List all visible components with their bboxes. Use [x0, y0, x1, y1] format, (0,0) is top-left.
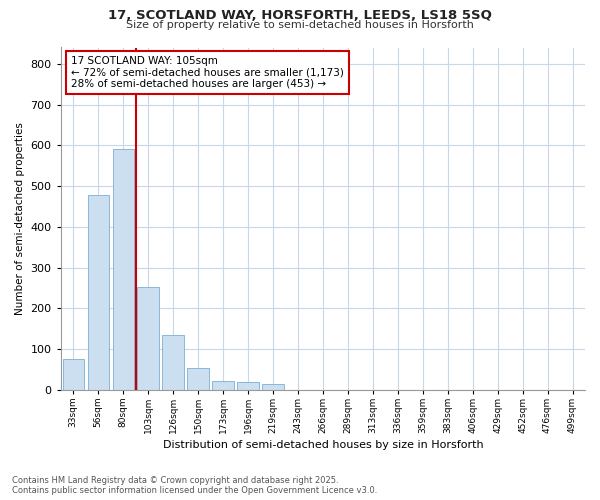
Text: 17 SCOTLAND WAY: 105sqm
← 72% of semi-detached houses are smaller (1,173)
28% of: 17 SCOTLAND WAY: 105sqm ← 72% of semi-de… [71, 56, 344, 90]
X-axis label: Distribution of semi-detached houses by size in Horsforth: Distribution of semi-detached houses by … [163, 440, 483, 450]
Bar [137, 286, 159, 390]
Text: Contains HM Land Registry data © Crown copyright and database right 2025.
Contai: Contains HM Land Registry data © Crown c… [12, 476, 377, 495]
Text: Size of property relative to semi-detached houses in Horsforth: Size of property relative to semi-detach… [126, 20, 474, 30]
Bar [88, 195, 109, 390]
Text: 17, SCOTLAND WAY, HORSFORTH, LEEDS, LS18 5SQ: 17, SCOTLAND WAY, HORSFORTH, LEEDS, LS18… [108, 9, 492, 22]
Bar [187, 368, 209, 390]
Bar [113, 150, 134, 390]
Bar [62, 359, 84, 390]
Bar [212, 381, 233, 390]
Bar [262, 384, 284, 390]
Y-axis label: Number of semi-detached properties: Number of semi-detached properties [15, 122, 25, 315]
Bar [163, 334, 184, 390]
Bar [238, 382, 259, 390]
